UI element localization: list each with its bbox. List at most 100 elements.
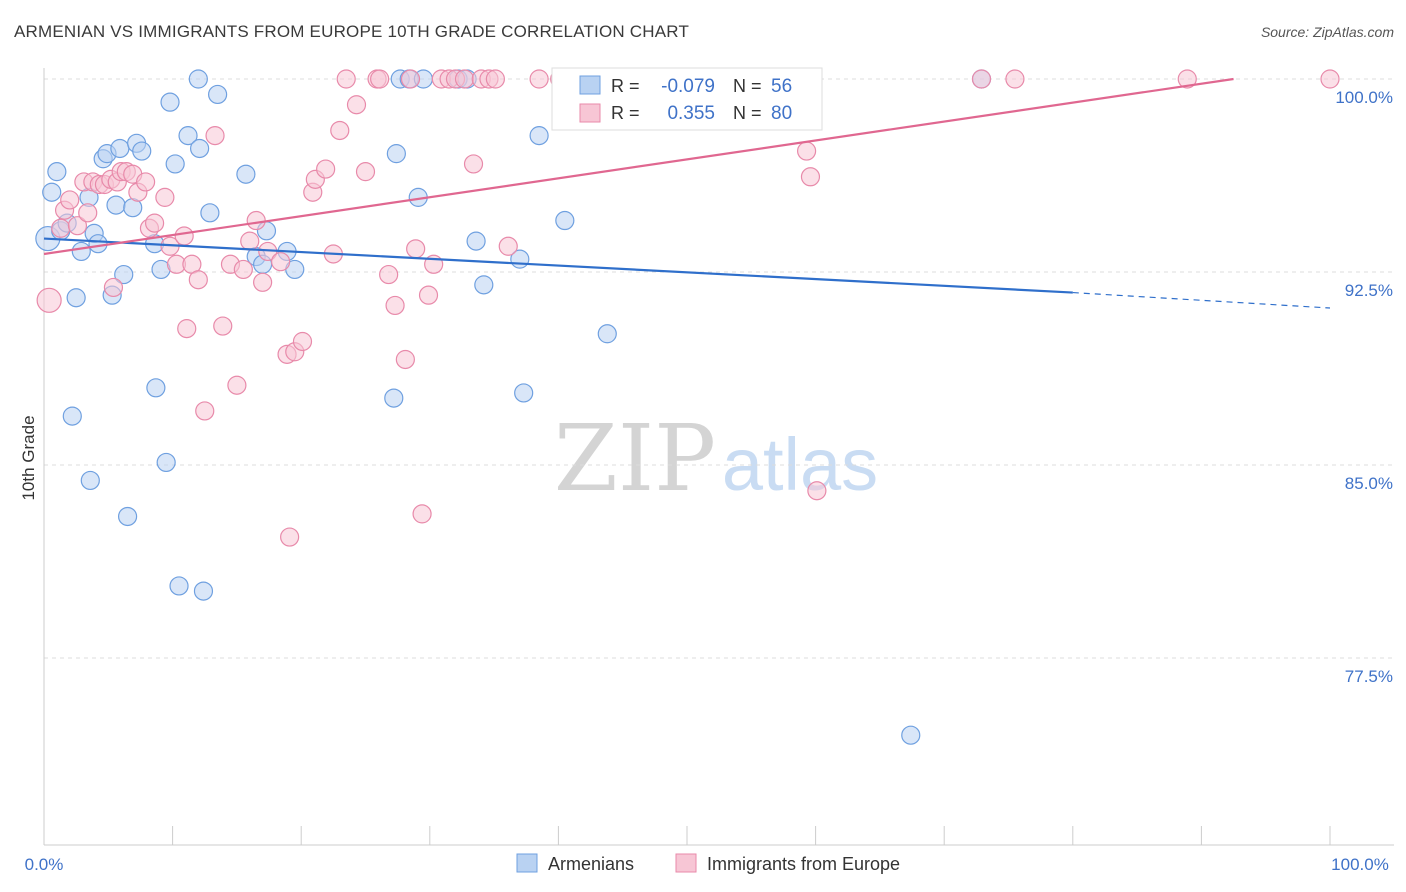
- point-armenians: [386, 144, 406, 164]
- point-immigrants-from-europe: [529, 69, 549, 89]
- point-immigrants-from-europe: [103, 277, 124, 298]
- y-tick-label: 100.0%: [1335, 88, 1393, 107]
- point-armenians: [117, 506, 138, 527]
- bottom-legend: Armenians Immigrants from Europe: [516, 853, 900, 874]
- point-immigrants-from-europe: [971, 69, 992, 89]
- point-immigrants-from-europe: [240, 231, 260, 251]
- point-immigrants-from-europe: [485, 69, 505, 89]
- point-armenians: [42, 182, 62, 202]
- point-immigrants-from-europe: [400, 69, 421, 89]
- point-immigrants-from-europe: [796, 141, 817, 161]
- point-immigrants-from-europe: [233, 259, 253, 280]
- point-armenians: [190, 138, 210, 159]
- stats-n-value-armenians: 56: [771, 76, 792, 97]
- point-armenians: [466, 231, 486, 251]
- point-immigrants-from-europe: [379, 264, 399, 285]
- point-immigrants-from-europe: [253, 272, 273, 292]
- point-immigrants-from-europe: [412, 504, 432, 524]
- point-armenians: [88, 234, 108, 254]
- point-immigrants-from-europe: [177, 319, 197, 339]
- point-armenians: [146, 378, 166, 398]
- x-tick-label-max: 100.0%: [1331, 855, 1389, 874]
- point-armenians: [555, 210, 575, 231]
- point-immigrants-from-europe: [195, 401, 215, 421]
- point-immigrants-from-europe: [316, 159, 336, 179]
- stats-n-value-immigrants: 80: [771, 103, 792, 124]
- stats-r-label-immigrants: R =: [611, 103, 640, 123]
- axis-layer: 100.0% 92.5% 85.0% 77.5%: [43, 68, 1394, 846]
- legend-label-armenians: Armenians: [548, 854, 634, 874]
- point-immigrants-from-europe: [36, 287, 62, 313]
- trend-layer: [43, 77, 1331, 309]
- point-immigrants-from-europe: [67, 216, 88, 236]
- stats-n-label-armenians: N =: [733, 76, 762, 96]
- y-tick-label: 77.5%: [1345, 667, 1393, 686]
- point-armenians: [169, 576, 189, 596]
- point-immigrants-from-europe: [213, 316, 233, 336]
- point-immigrants-from-europe: [227, 375, 247, 395]
- point-immigrants-from-europe: [336, 69, 356, 89]
- point-immigrants-from-europe: [498, 236, 518, 256]
- point-immigrants-from-europe: [1005, 69, 1025, 89]
- trend-line-armenians-extension: [1072, 291, 1331, 309]
- point-armenians: [71, 241, 91, 262]
- point-armenians: [597, 324, 617, 344]
- point-armenians: [474, 275, 494, 295]
- trend-line-armenians: [43, 237, 1073, 294]
- point-armenians: [160, 92, 180, 112]
- stats-r-value-immigrants: 0.355: [667, 103, 715, 124]
- point-immigrants-from-europe: [463, 154, 484, 174]
- point-immigrants-from-europe: [78, 203, 98, 223]
- point-armenians: [901, 725, 921, 745]
- point-immigrants-from-europe: [406, 239, 426, 259]
- legend-swatch-immigrants: [675, 853, 697, 873]
- stats-swatch-armenians: [579, 75, 601, 95]
- point-armenians: [156, 452, 176, 473]
- point-immigrants-from-europe: [51, 218, 71, 238]
- stats-r-label-armenians: R =: [611, 76, 640, 96]
- legend-swatch-armenians: [516, 853, 538, 873]
- point-immigrants-from-europe: [144, 213, 165, 233]
- point-immigrants-from-europe: [1177, 69, 1197, 89]
- point-immigrants-from-europe: [280, 527, 300, 547]
- point-armenians: [200, 203, 220, 223]
- point-immigrants-from-europe: [246, 210, 266, 231]
- point-immigrants-from-europe: [1320, 69, 1340, 89]
- legend-label-immigrants: Immigrants from Europe: [707, 854, 900, 874]
- point-immigrants-from-europe: [346, 95, 367, 115]
- points-layer: [35, 69, 1340, 745]
- x-tick-label-min: 0.0%: [25, 855, 64, 874]
- point-immigrants-from-europe: [135, 172, 156, 192]
- point-immigrants-from-europe: [155, 187, 175, 207]
- point-immigrants-from-europe: [370, 69, 390, 89]
- point-immigrants-from-europe: [60, 190, 80, 210]
- point-armenians: [236, 164, 256, 184]
- point-armenians: [132, 141, 152, 161]
- point-immigrants-from-europe: [395, 349, 415, 370]
- point-armenians: [384, 388, 404, 408]
- point-armenians: [178, 126, 198, 146]
- y-axis-label: 10th Grade: [19, 415, 38, 500]
- chart-title: ARMENIAN VS IMMIGRANTS FROM EUROPE 10TH …: [14, 22, 690, 41]
- point-immigrants-from-europe: [188, 270, 208, 290]
- point-armenians: [106, 195, 126, 215]
- point-immigrants-from-europe: [174, 226, 194, 246]
- point-armenians: [110, 138, 130, 159]
- point-immigrants-from-europe: [330, 120, 350, 141]
- source-label: Source: ZipAtlas.com: [1260, 24, 1394, 40]
- point-armenians: [193, 581, 214, 601]
- point-armenians: [80, 470, 100, 491]
- point-armenians: [62, 406, 82, 426]
- point-immigrants-from-europe: [807, 481, 827, 501]
- stats-legend: R = -0.079 N = 56 R = 0.355 N = 80: [551, 67, 823, 131]
- trend-line-immigrants-from-europe: [43, 77, 1234, 256]
- point-armenians: [165, 154, 185, 174]
- point-armenians: [529, 126, 549, 146]
- stats-n-label-immigrants: N =: [733, 103, 762, 123]
- point-immigrants-from-europe: [205, 126, 225, 146]
- point-armenians: [208, 84, 228, 105]
- point-immigrants-from-europe: [385, 295, 405, 316]
- point-armenians: [188, 69, 208, 89]
- y-tick-label: 92.5%: [1345, 281, 1393, 300]
- stats-swatch-immigrants: [579, 103, 601, 123]
